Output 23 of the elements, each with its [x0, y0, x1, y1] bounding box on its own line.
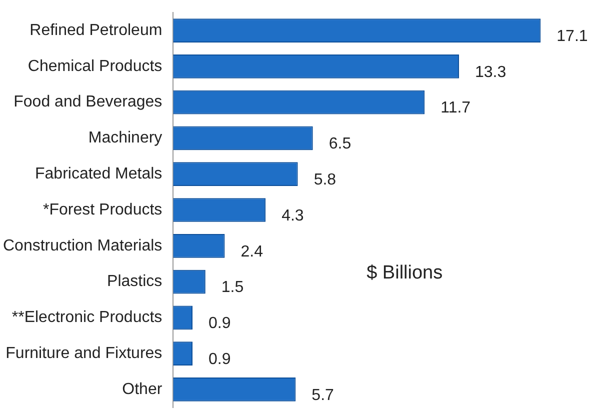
y-tick-label: Fabricated Metals — [35, 166, 162, 183]
data-label: 0.9 — [208, 315, 231, 332]
data-label: 6.5 — [328, 136, 352, 153]
y-tick-label: Plastics — [107, 273, 162, 290]
data-label: 5.7 — [312, 386, 334, 404]
data-label: 5.8 — [314, 172, 336, 189]
annotation: $ Billions — [366, 262, 443, 284]
data-label: 4.3 — [282, 207, 304, 224]
data-label: 13.3 — [474, 64, 506, 81]
y-tick-label: Construction Materials — [3, 237, 162, 254]
y-tick-label: *Forest Products — [43, 201, 162, 218]
y-tick-label: Other — [122, 380, 163, 398]
y-tick-label: Refined Petroleum — [30, 22, 162, 39]
y-tick-label: **Electronic Products — [12, 309, 162, 326]
y-tick-label: Machinery — [88, 130, 162, 147]
data-label: 11.7 — [440, 100, 471, 117]
data-label: 0.9 — [208, 350, 231, 368]
y-tick-label: Chemical Products — [28, 58, 162, 75]
y-tick-label: Food and Beverages — [14, 94, 162, 111]
data-label: 1.5 — [221, 279, 244, 296]
y-tick-label: Furniture and Fixtures — [6, 344, 162, 362]
data-label: 17.1 — [556, 28, 588, 45]
data-label: 2.4 — [240, 243, 264, 260]
